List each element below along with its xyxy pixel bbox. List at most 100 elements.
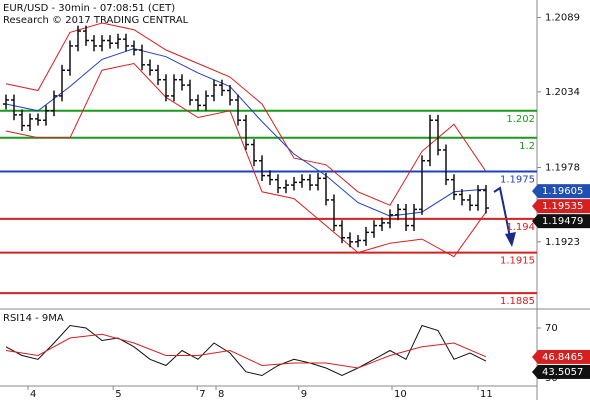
ohlc-bar <box>179 74 185 91</box>
ohlc-bar <box>475 185 481 211</box>
ohlc-bar <box>243 114 249 150</box>
ohlc-bar <box>27 113 33 132</box>
ohlc-bar <box>115 33 121 49</box>
rsi-line <box>5 333 487 369</box>
ohlc-bar <box>139 44 145 71</box>
x-tick-label: 10 <box>394 389 407 400</box>
ohlc-bar <box>99 35 105 52</box>
ohlc-bar <box>331 194 337 231</box>
ohlc-bar <box>267 170 273 186</box>
price-box-pointer <box>532 214 538 229</box>
y-tick-label: 1.1978 <box>545 163 580 174</box>
ohlc-bar <box>427 114 433 167</box>
ohlc-bar <box>291 176 297 191</box>
level-label: 1.202 <box>506 114 535 125</box>
ohlc-bar <box>235 94 241 126</box>
ohlc-bar <box>299 174 305 188</box>
ohlc-bar <box>379 217 385 231</box>
x-tick-label: 4 <box>30 389 36 400</box>
chart-title: EUR/USD - 30min - 07:08:51 (CET) <box>3 3 175 14</box>
ohlc-bar <box>347 232 353 248</box>
ohlc-bar <box>35 113 41 126</box>
ohlc-bar <box>43 105 49 126</box>
overlay-line <box>5 62 487 258</box>
ohlc-bar <box>227 85 233 106</box>
level-label: 1.1915 <box>500 256 535 267</box>
price-box-label: 43.5057 <box>542 367 583 378</box>
price-box-pointer <box>532 349 538 364</box>
forecast-head <box>505 232 516 247</box>
ohlc-bar <box>211 79 217 102</box>
x-tick-label: 8 <box>218 389 224 400</box>
level-label: 1.1975 <box>500 175 535 186</box>
ohlc-bar <box>91 35 97 52</box>
rsi-line <box>5 324 487 377</box>
ohlc-bar <box>315 172 321 191</box>
ohlc-bar <box>51 90 57 117</box>
price-box-pointer <box>532 184 538 199</box>
ohlc-bar <box>419 155 425 215</box>
price-box-label: 1.19535 <box>542 201 583 212</box>
ohlc-bar <box>11 94 17 121</box>
ohlc-bar <box>467 194 473 211</box>
ohlc-bar <box>443 144 449 186</box>
x-tick-label: 7 <box>199 389 205 400</box>
ohlc-bar <box>67 40 73 76</box>
ohlc-bar <box>307 174 313 191</box>
price-box <box>538 349 590 364</box>
ohlc-bar <box>259 155 265 182</box>
x-tick-label: 9 <box>301 389 307 400</box>
ohlc-bar <box>451 174 457 200</box>
ohlc-bar <box>187 79 193 106</box>
ohlc-bar <box>411 203 417 231</box>
price-box <box>538 364 590 379</box>
ohlc-bar <box>195 94 201 111</box>
y-tick-label: 1.1923 <box>545 237 580 248</box>
level-label: 1.194 <box>506 222 535 233</box>
ohlc-bar <box>59 64 65 102</box>
forecast-line <box>493 186 512 243</box>
price-box <box>538 184 590 199</box>
ohlc-bar <box>283 179 289 194</box>
ohlc-bar <box>3 94 9 110</box>
ohlc-bar <box>171 74 177 102</box>
ohlc-bar <box>83 25 89 46</box>
y-tick-label: 70 <box>545 323 558 334</box>
ohlc-bar <box>155 64 161 86</box>
ohlc-bar <box>483 185 489 214</box>
ohlc-bar <box>219 79 225 96</box>
level-label: 1.1885 <box>500 296 535 307</box>
ohlc-bar <box>163 74 169 102</box>
ohlc-bar <box>355 235 361 248</box>
ohlc-bar <box>403 203 409 231</box>
ohlc-bar <box>123 33 129 52</box>
ohlc-bar <box>459 189 465 206</box>
price-box-label: 1.19479 <box>542 216 583 227</box>
price-box-label: 1.19605 <box>542 186 583 197</box>
x-tick-label: 5 <box>115 389 121 400</box>
forecast-arrow <box>493 186 516 247</box>
ohlc-bar <box>395 203 401 221</box>
ohlc-bar <box>131 40 137 56</box>
ohlc-bar <box>371 220 377 238</box>
price-box-pointer <box>532 364 538 379</box>
ohlc-bar <box>387 209 393 229</box>
price-box <box>538 214 590 229</box>
ohlc-bar <box>107 35 113 49</box>
ohlc-bar <box>203 90 209 111</box>
ohlc-bar <box>275 174 281 194</box>
ohlc-bar <box>323 172 329 206</box>
ohlc-bar <box>339 220 345 244</box>
chart-subtitle: Research © 2017 TRADING CENTRAL <box>3 15 189 26</box>
price-box-pointer <box>532 199 538 214</box>
price-box <box>538 199 590 214</box>
y-tick-label: 1.2089 <box>545 13 580 24</box>
x-tick-label: 11 <box>480 389 493 400</box>
rsi-title: RSI14 - 9MA <box>3 313 64 324</box>
ohlc-bar <box>147 59 153 76</box>
ohlc-bar <box>363 226 369 246</box>
ohlc-bar <box>251 139 257 167</box>
price-box-label: 46.8465 <box>542 352 583 363</box>
ohlc-bar <box>435 114 441 156</box>
